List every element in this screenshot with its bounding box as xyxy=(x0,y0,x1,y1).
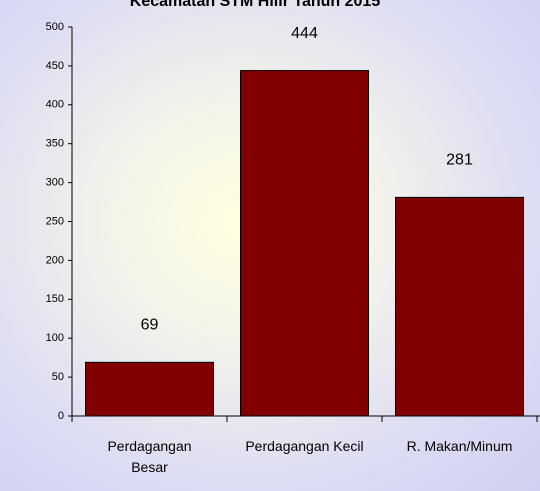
y-tick-label: 100 xyxy=(46,332,64,344)
y-tick-label: 50 xyxy=(52,371,64,383)
y-tick-label: 300 xyxy=(46,177,64,189)
y-tick-label: 500 xyxy=(46,21,64,33)
y-tick-label: 250 xyxy=(46,215,64,227)
y-tick-label: 400 xyxy=(46,99,64,111)
bar xyxy=(395,196,524,417)
value-label: 69 xyxy=(141,317,159,334)
x-tick-label: R. Makan/Minum xyxy=(406,438,513,454)
y-tick-label: 350 xyxy=(46,138,64,150)
x-tick-label: Perdagangan Besar xyxy=(107,438,192,475)
chart-title: Kecamatan STM Hilir Tahun 2015 xyxy=(130,0,381,10)
x-tick-label: Perdagangan Kecil xyxy=(245,438,364,454)
value-label: 444 xyxy=(291,25,318,42)
value-label: 281 xyxy=(446,152,473,169)
y-tick-label: 200 xyxy=(46,254,64,266)
y-tick-label: 150 xyxy=(46,293,64,305)
bar xyxy=(85,361,214,417)
bar xyxy=(240,70,369,417)
y-tick-label: 0 xyxy=(58,410,64,422)
y-tick-label: 450 xyxy=(46,60,64,72)
